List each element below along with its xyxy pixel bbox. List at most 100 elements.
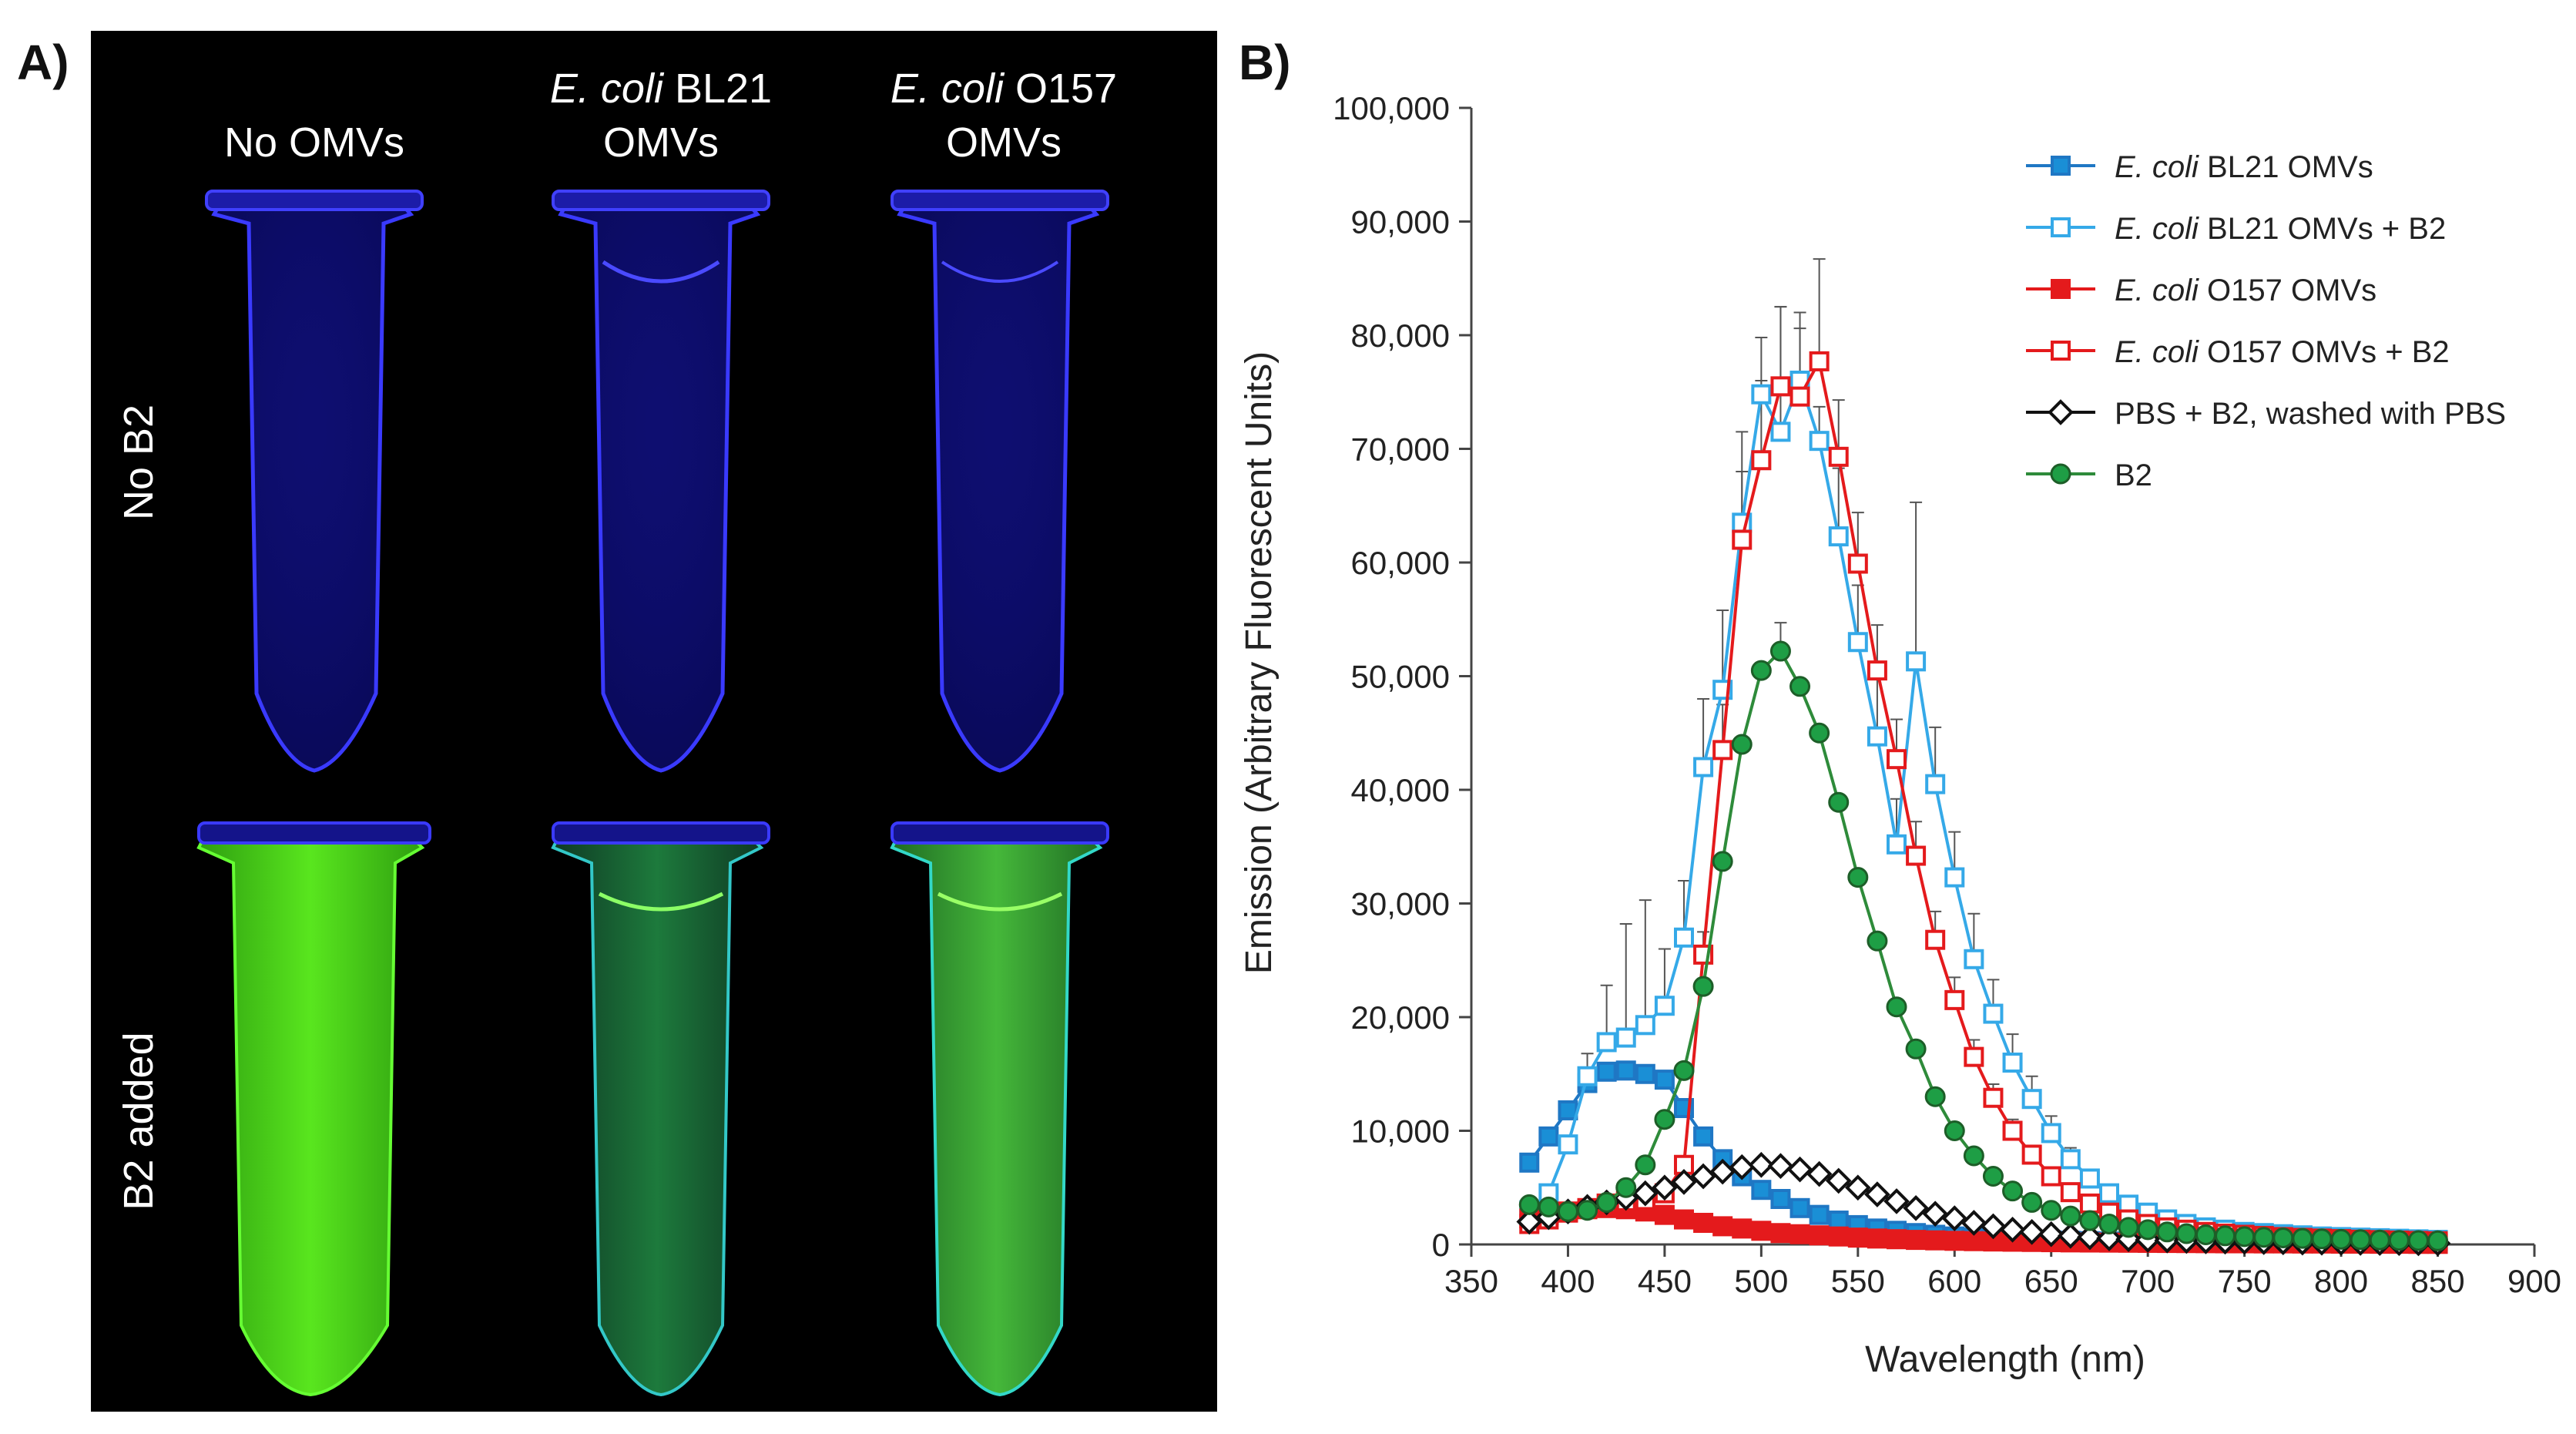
data-point <box>1751 384 1772 405</box>
data-point <box>1961 1210 1987 1236</box>
data-point <box>1867 1228 1887 1249</box>
row-label-no-b2: No B2 <box>116 404 162 521</box>
data-point <box>1654 1070 1675 1090</box>
data-point <box>1731 734 1753 755</box>
x-tick-label: 650 <box>2024 1263 2078 1299</box>
data-point <box>2118 1217 2139 1238</box>
data-point <box>1867 930 1888 952</box>
data-point <box>1519 1152 1540 1173</box>
data-point <box>2018 1218 2045 1245</box>
y-tick-label: 0 <box>1432 1227 1450 1263</box>
x-axis-label: Wavelength (nm) <box>1865 1339 2145 1380</box>
data-point <box>2098 1213 2120 1234</box>
data-point <box>1906 845 1927 866</box>
data-point <box>2041 1166 2061 1187</box>
legend-label: E. coli O157 OMVs + B2 <box>2115 335 2450 369</box>
legend-label-italic: E. coli <box>2115 335 2199 369</box>
data-point <box>1786 1156 1813 1183</box>
data-point <box>1982 1166 2004 1187</box>
legend-label-text: O157 OMVs <box>2199 274 2376 307</box>
data-point <box>1983 1087 2004 1108</box>
data-point <box>2038 1221 2064 1248</box>
emission-chart: 350 400 450 500 550 600 650 700 750 800 850 900 0 10,… <box>1239 90 2561 1380</box>
data-point <box>2051 341 2071 361</box>
error-bars <box>1581 258 2135 1213</box>
data-point <box>2002 1120 2023 1141</box>
data-point <box>1751 1180 1772 1201</box>
data-point <box>2057 1222 2084 1249</box>
data-point <box>1867 660 1887 681</box>
data-point <box>1577 1066 1598 1086</box>
data-point <box>1999 1216 2026 1243</box>
column-label-no-omvs: No OMVs <box>223 119 405 166</box>
y-tick-label: 10,000 <box>1351 1113 1450 1150</box>
data-point <box>1925 929 1946 950</box>
data-point <box>1674 1209 1694 1230</box>
series-group <box>1516 351 2451 1257</box>
data-point <box>1767 1153 1794 1180</box>
data-point <box>1964 949 1984 969</box>
data-point <box>2156 1221 2178 1243</box>
data-point <box>1674 927 1694 948</box>
data-point <box>1770 421 1791 442</box>
legend-label-italic: E. coli <box>2115 274 2199 307</box>
data-point <box>1693 757 1714 777</box>
data-point <box>1847 867 1869 888</box>
data-point <box>1558 1134 1578 1155</box>
data-point <box>2002 1053 2023 1073</box>
tube-no-omvs-no-b2 <box>205 190 424 773</box>
legend-label: B2 <box>2115 458 2152 492</box>
tube-no-omvs-b2 <box>196 821 431 1397</box>
axes: 350 400 450 500 550 600 650 700 750 800 850 900 0 10,… <box>1333 90 2561 1299</box>
data-point <box>1825 1167 1852 1194</box>
data-point <box>1883 1188 1910 1214</box>
data-point <box>2195 1224 2216 1245</box>
x-tick-label: 450 <box>1638 1263 1692 1299</box>
data-point <box>2311 1228 2333 1250</box>
data-point <box>1886 996 1907 1018</box>
data-point <box>1983 1003 2004 1024</box>
legend-label-italic: E. coli <box>2115 150 2199 184</box>
data-point <box>1789 1224 1810 1244</box>
y-tick-label: 70,000 <box>1351 432 1450 468</box>
data-point <box>1944 867 1965 888</box>
x-tick-label: 500 <box>1734 1263 1788 1299</box>
data-point <box>1635 1063 1655 1084</box>
tube-bl21-b2 <box>551 821 770 1397</box>
data-point <box>2292 1227 2313 1249</box>
data-point <box>2079 1168 2100 1189</box>
x-tick-label: 700 <box>2121 1263 2175 1299</box>
data-point <box>2051 279 2071 299</box>
data-point <box>2079 1193 2100 1214</box>
data-point <box>2330 1228 2352 1250</box>
data-point <box>2050 463 2071 485</box>
y-tick-label: 80,000 <box>1351 317 1450 354</box>
data-point <box>1692 976 1714 997</box>
data-point <box>1732 1218 1753 1239</box>
tube-o157-b2 <box>890 821 1109 1397</box>
data-point <box>1944 989 1965 1010</box>
x-tick-label: 800 <box>2314 1263 2368 1299</box>
data-point <box>2041 1123 2061 1144</box>
data-point <box>1941 1205 1968 1231</box>
data-point <box>1844 1174 1871 1201</box>
data-point <box>1864 1181 1890 1207</box>
data-point <box>2060 1205 2081 1227</box>
y-tick-label: 90,000 <box>1351 204 1450 240</box>
legend-label: E. coli BL21 OMVs <box>2115 150 2373 184</box>
data-point <box>1751 1221 1772 1241</box>
data-point <box>1732 529 1753 550</box>
y-tick-label: 100,000 <box>1333 90 1450 126</box>
x-tick-label: 400 <box>1541 1263 1595 1299</box>
data-point <box>1922 1201 1949 1227</box>
data-point <box>1635 1015 1655 1036</box>
data-point <box>2051 156 2071 176</box>
y-tick-label: 60,000 <box>1351 545 1450 581</box>
data-point <box>1750 660 1772 681</box>
y-tick-label: 40,000 <box>1351 772 1450 808</box>
tube-illustration <box>196 190 1109 1397</box>
data-point <box>1712 1216 1733 1237</box>
data-point <box>1635 1154 1656 1176</box>
data-point <box>2096 1225 2122 1251</box>
